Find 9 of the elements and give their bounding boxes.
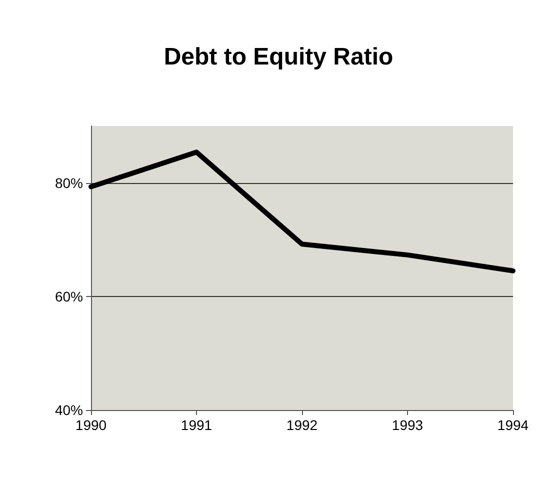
y-tick-label: 60% [54,288,83,304]
x-tick-label: 1994 [497,417,529,433]
x-tick-label: 1992 [286,417,318,433]
chart-title: Debt to Equity Ratio [164,44,394,70]
x-tick-label: 1990 [75,417,107,433]
x-tick-label: 1991 [180,417,212,433]
y-tick-label: 40% [54,402,83,418]
x-tick-label: 1993 [392,417,424,433]
y-tick-label: 80% [54,174,83,191]
